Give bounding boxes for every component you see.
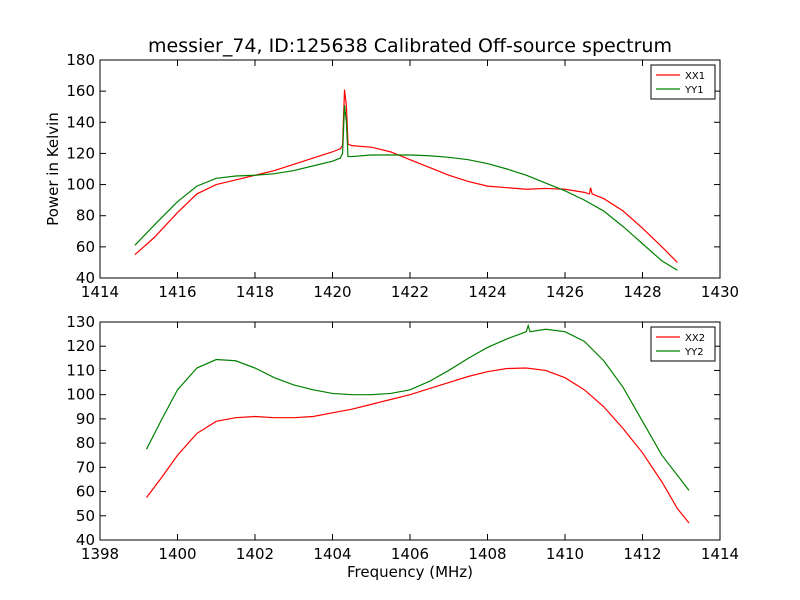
legend-label-yy2: YY2 bbox=[684, 347, 704, 358]
y-tick-label: 180 bbox=[66, 51, 95, 69]
series-line-yy1 bbox=[134, 105, 678, 271]
x-tick-label: 1426 bbox=[546, 283, 584, 301]
x-tick-label: 1418 bbox=[236, 283, 274, 301]
x-tick-label: 1430 bbox=[701, 283, 739, 301]
y-tick-label: 80 bbox=[76, 207, 95, 225]
y-tick-label: 40 bbox=[76, 269, 95, 287]
chart-panel-1: 1414 1416 1418 1420 1422 1424 1426 1428 1430 40 60… bbox=[44, 35, 739, 301]
y-tick-label: 70 bbox=[76, 458, 95, 476]
x-tick-label: 1424 bbox=[468, 283, 506, 301]
x-tick-label: 1402 bbox=[236, 545, 274, 563]
plot-frame bbox=[99, 321, 721, 541]
x-tick-label: 1408 bbox=[468, 545, 506, 563]
legend-label-xx1: XX1 bbox=[685, 71, 705, 82]
x-tick-label: 1410 bbox=[546, 545, 584, 563]
x-axis-label: Frequency (MHz) bbox=[347, 563, 473, 581]
x-tick-label: 1420 bbox=[313, 283, 351, 301]
y-tick-label: 50 bbox=[76, 507, 95, 525]
y-tick-label: 100 bbox=[66, 176, 95, 194]
y-tick-label: 80 bbox=[76, 434, 95, 452]
y-tick-label: 100 bbox=[66, 386, 95, 404]
y-tick-label: 120 bbox=[66, 144, 95, 162]
legend-box bbox=[650, 326, 716, 362]
y-tick-label: 130 bbox=[66, 313, 95, 331]
x-tick-label: 1398 bbox=[81, 545, 119, 563]
y-tick-label: 60 bbox=[76, 483, 95, 501]
legend-label-xx2: XX2 bbox=[685, 333, 705, 344]
series-line-xx2 bbox=[146, 367, 690, 524]
x-tick-label: 1406 bbox=[391, 545, 429, 563]
x-tick-label: 1414 bbox=[81, 283, 119, 301]
y-tick-label: 140 bbox=[66, 113, 95, 131]
legend-box bbox=[650, 64, 716, 100]
x-tick-label: 1400 bbox=[158, 545, 196, 563]
x-tick-label: 1422 bbox=[391, 283, 429, 301]
x-tick-label: 1416 bbox=[158, 283, 196, 301]
x-tick-label: 1404 bbox=[313, 545, 351, 563]
chart-title: messier_74, ID:125638 Calibrated Off-sou… bbox=[148, 35, 672, 57]
legend-label-yy1: YY1 bbox=[684, 85, 704, 96]
x-tick-label: 1412 bbox=[623, 545, 661, 563]
x-tick-label: 1428 bbox=[623, 283, 661, 301]
series-line-yy2 bbox=[145, 323, 690, 491]
series-line-xx1 bbox=[134, 89, 678, 263]
y-tick-label: 110 bbox=[66, 361, 95, 379]
y-tick-label: 40 bbox=[76, 531, 95, 549]
plot-frame bbox=[99, 59, 721, 279]
x-tick-label: 1414 bbox=[701, 545, 739, 563]
y-tick-label: 90 bbox=[76, 410, 95, 428]
y-tick-label: 60 bbox=[76, 238, 95, 256]
chart-panel-2: 1398 1400 1402 1404 1406 1408 1410 1412 1414 40 50… bbox=[66, 313, 739, 581]
y-axis-label: Power in Kelvin bbox=[44, 112, 62, 226]
y-tick-label: 120 bbox=[66, 337, 95, 355]
y-tick-label: 160 bbox=[66, 82, 95, 100]
